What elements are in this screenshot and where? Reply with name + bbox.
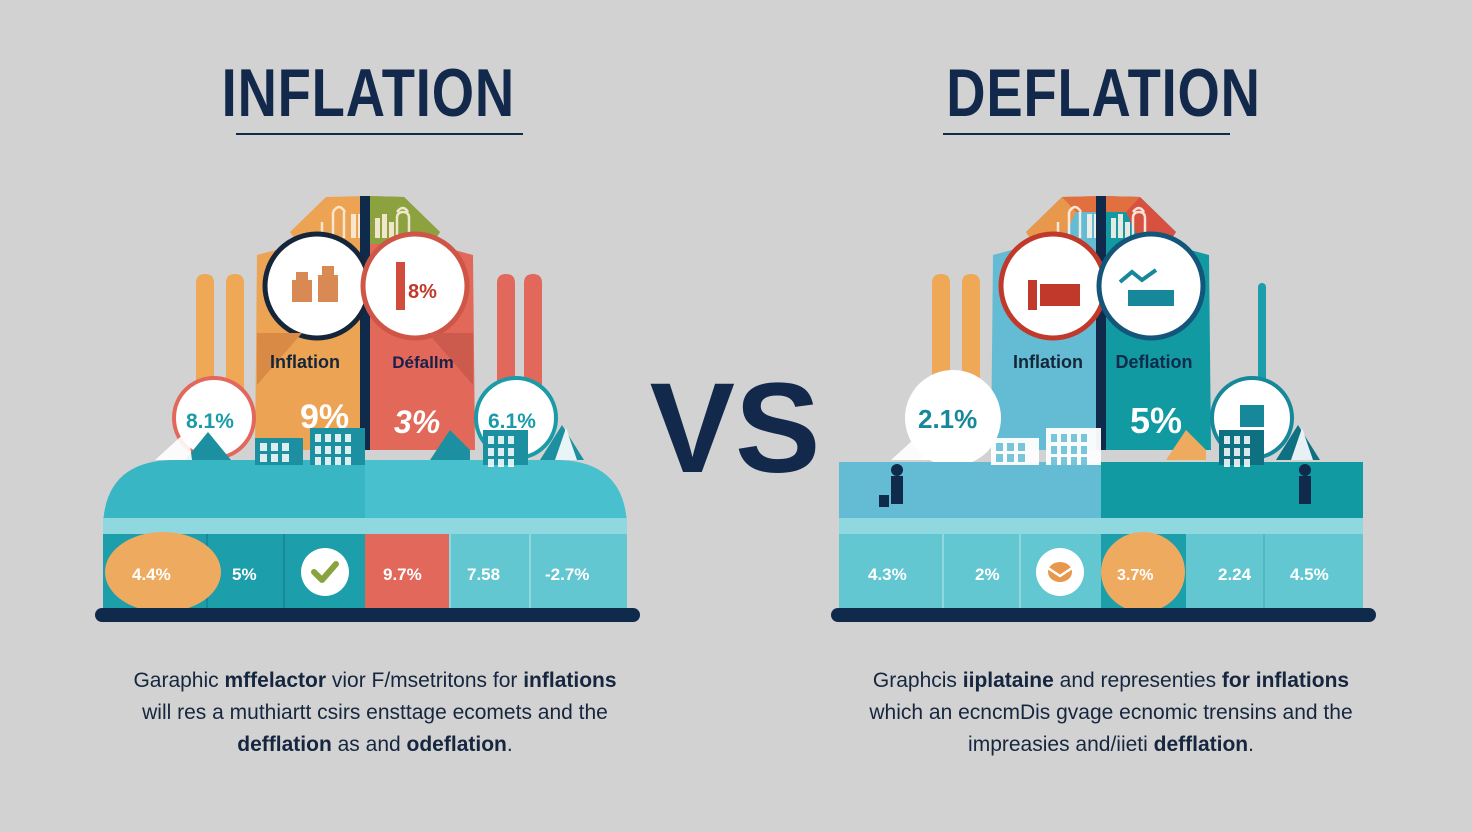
svg-text:2.24: 2.24 [1218, 565, 1252, 584]
svg-text:4.5%: 4.5% [1290, 565, 1329, 584]
svg-text:4.3%: 4.3% [868, 565, 907, 584]
svg-text:3.7%: 3.7% [1117, 567, 1153, 584]
svg-text:Inflation: Inflation [1013, 352, 1083, 372]
svg-text:2.1%: 2.1% [918, 404, 977, 434]
svg-text:5%: 5% [1130, 400, 1182, 441]
svg-text:2%: 2% [975, 565, 1000, 584]
svg-text:Deflation: Deflation [1115, 352, 1192, 372]
